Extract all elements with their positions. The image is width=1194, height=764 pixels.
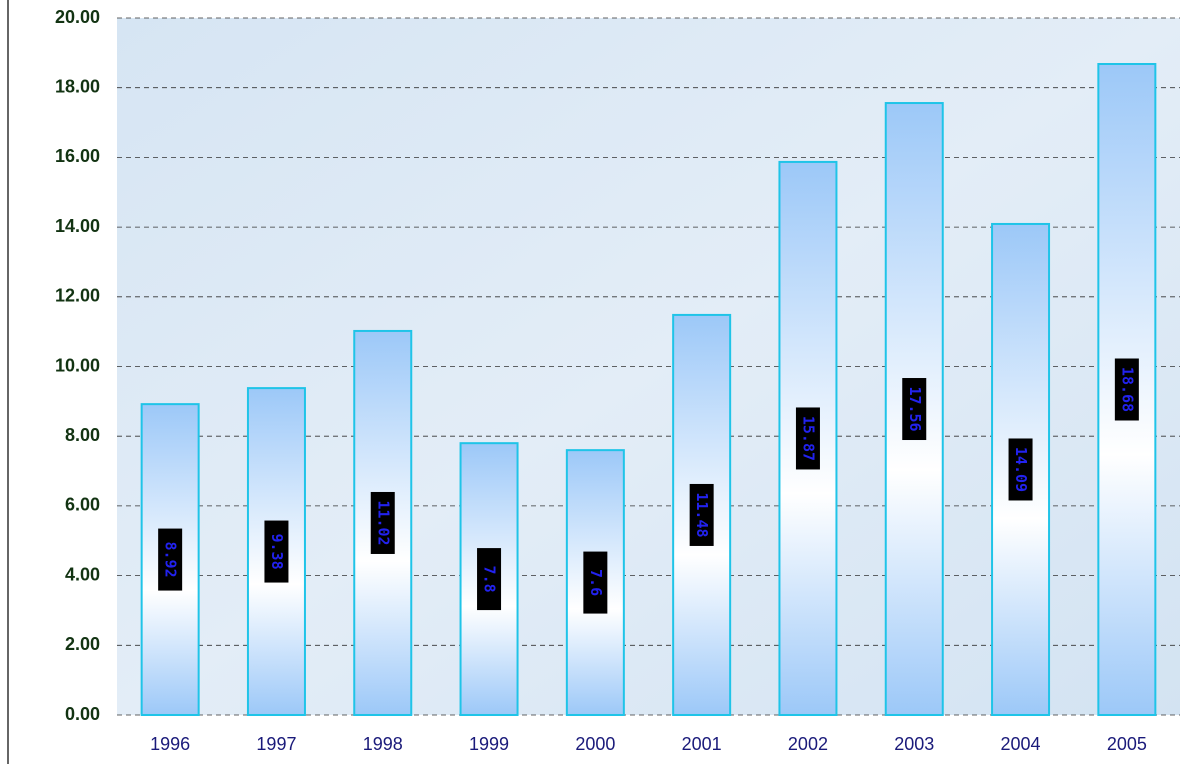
x-tick-label: 2002	[788, 734, 828, 754]
value-label: 11.48	[693, 492, 711, 537]
x-tick-label: 2000	[575, 734, 615, 754]
x-tick-label: 2001	[682, 734, 722, 754]
value-label-box	[583, 551, 608, 614]
value-label: 15.87	[799, 416, 817, 461]
x-tick-label: 1999	[469, 734, 509, 754]
value-label: 14.09	[1012, 447, 1030, 492]
value-label: 7.6	[587, 569, 605, 596]
value-label: 8.92	[162, 542, 180, 578]
y-tick-label: 20.00	[55, 7, 100, 27]
y-tick-label: 16.00	[55, 146, 100, 166]
value-label-box	[795, 407, 820, 470]
value-label-box	[1008, 438, 1033, 501]
value-label-box	[902, 378, 927, 441]
x-tick-label: 2005	[1107, 734, 1147, 754]
x-tick-label: 1998	[363, 734, 403, 754]
y-tick-label: 14.00	[55, 216, 100, 236]
value-label: 17.56	[906, 386, 924, 431]
value-label-box	[689, 483, 714, 546]
value-label-box	[370, 491, 395, 554]
x-tick-label: 2003	[894, 734, 934, 754]
value-label-box	[1114, 358, 1139, 421]
value-label: 7.8	[481, 566, 499, 593]
y-tick-label: 18.00	[55, 76, 100, 96]
y-tick-label: 0.00	[65, 704, 100, 724]
y-tick-label: 8.00	[65, 425, 100, 445]
y-tick-label: 12.00	[55, 286, 100, 306]
y-tick-label: 2.00	[65, 634, 100, 654]
value-label: 11.02	[374, 500, 392, 545]
x-tick-label: 1997	[256, 734, 296, 754]
value-label: 9.38	[268, 533, 286, 569]
value-label-box	[264, 520, 289, 583]
value-label: 18.68	[1118, 367, 1136, 412]
y-tick-label: 4.00	[65, 564, 100, 584]
value-label-box	[158, 528, 183, 591]
value-label-box	[477, 548, 502, 611]
x-tick-label: 2004	[1001, 734, 1041, 754]
x-tick-label: 1996	[150, 734, 190, 754]
y-tick-label: 10.00	[55, 355, 100, 375]
y-tick-label: 6.00	[65, 495, 100, 515]
